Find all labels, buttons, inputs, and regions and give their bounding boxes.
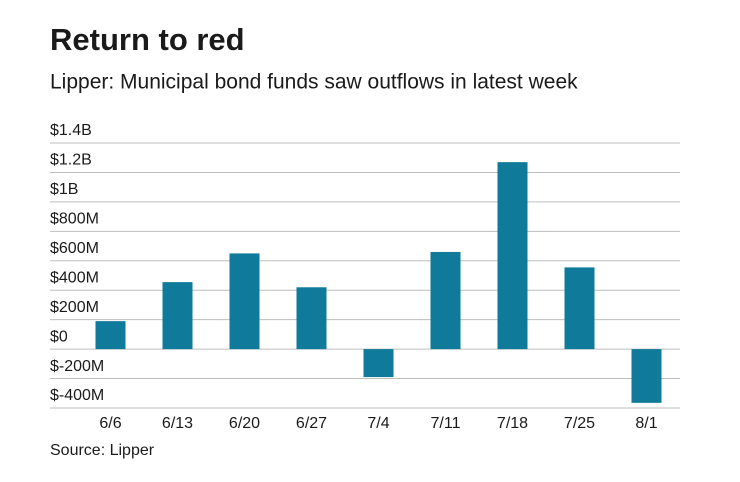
x-tick-label: 7/18 bbox=[497, 415, 528, 432]
x-tick-label: 7/11 bbox=[431, 415, 461, 432]
bar bbox=[497, 162, 528, 350]
bar bbox=[229, 253, 260, 350]
bar bbox=[430, 251, 461, 350]
y-tick-label: $400M bbox=[50, 269, 99, 286]
y-tick-label: $1.4B bbox=[50, 122, 92, 139]
x-tick-label: 6/20 bbox=[229, 415, 260, 432]
y-tick-label: $0 bbox=[50, 328, 68, 345]
x-tick-label: 6/13 bbox=[162, 415, 193, 432]
y-tick-label: $1B bbox=[50, 181, 78, 198]
x-tick-label: 6/6 bbox=[99, 415, 121, 432]
x-tick-label: 8/1 bbox=[635, 415, 657, 432]
chart-title: Return to red bbox=[50, 22, 245, 57]
x-tick-label: 7/25 bbox=[564, 415, 595, 432]
x-tick-label: 6/27 bbox=[296, 415, 327, 432]
x-tick-label: 7/4 bbox=[367, 415, 389, 432]
bar bbox=[363, 349, 394, 378]
y-tick-label: $-200M bbox=[50, 358, 104, 375]
bar bbox=[95, 321, 126, 350]
bar bbox=[631, 349, 662, 403]
bar bbox=[564, 267, 595, 350]
y-tick-label: $1.2B bbox=[50, 152, 92, 169]
y-tick-label: $-400M bbox=[50, 387, 104, 404]
bar bbox=[162, 282, 193, 350]
source-note: Source: Lipper bbox=[50, 442, 155, 459]
y-tick-label: $200M bbox=[50, 299, 99, 316]
chart-subtitle: Lipper: Municipal bond funds saw outflow… bbox=[50, 71, 578, 94]
y-tick-label: $800M bbox=[50, 211, 99, 228]
bar bbox=[296, 287, 327, 350]
y-tick-label: $600M bbox=[50, 240, 99, 257]
